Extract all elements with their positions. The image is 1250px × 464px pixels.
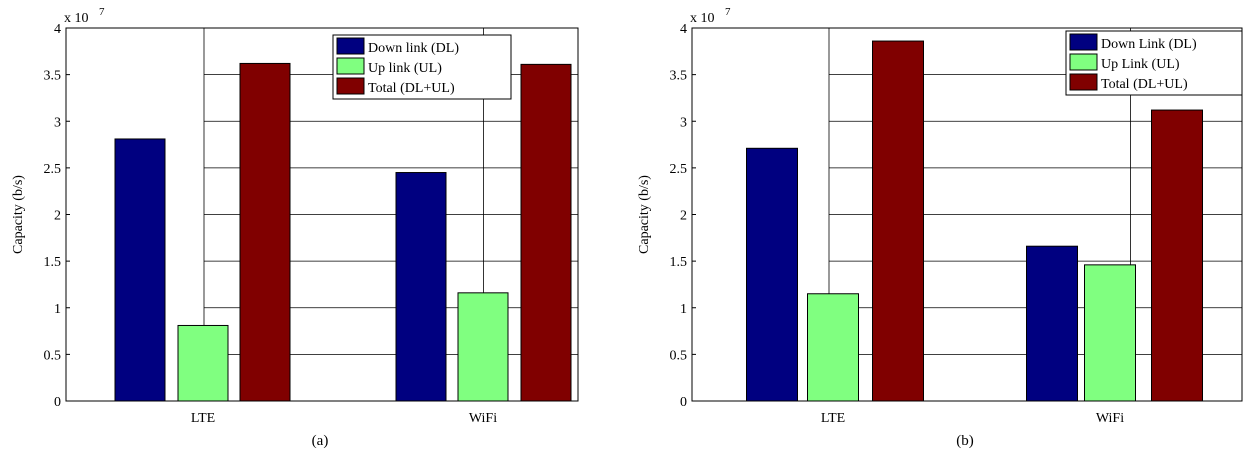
bar-wifi-0 <box>1026 245 1078 402</box>
legend-label: Total (DL+UL) <box>368 81 455 96</box>
y-tick-label: 2.5 <box>44 162 62 177</box>
subfigure-label: (a) <box>312 433 329 449</box>
y-tick-label: 3.5 <box>670 69 688 84</box>
bar-lte-2 <box>872 40 924 402</box>
bar-lte-1 <box>807 293 859 402</box>
bar-lte-1 <box>177 324 229 402</box>
legend-label: Down link (DL) <box>368 41 459 56</box>
legend-label: Up link (UL) <box>368 61 442 76</box>
legend-label: Total (DL+UL) <box>1101 77 1188 92</box>
y-tick-label: 2.5 <box>670 162 688 177</box>
axis-multiplier: x 10 <box>690 11 715 26</box>
legend-swatch <box>1069 53 1098 71</box>
bar-wifi-2 <box>520 63 572 402</box>
y-tick-label: 3 <box>680 115 687 130</box>
legend-swatch <box>1069 33 1098 51</box>
axis-multiplier-exponent: 7 <box>99 6 105 18</box>
y-tick-label: 0 <box>680 395 687 410</box>
y-tick-label: 2 <box>54 209 61 224</box>
y-tick-label: 1.5 <box>44 255 62 270</box>
y-tick-label: 4 <box>54 22 61 37</box>
bar-wifi-0 <box>395 172 447 402</box>
legend-swatch <box>336 57 365 75</box>
y-tick-label: 1 <box>54 302 61 317</box>
bar-wifi-1 <box>1084 264 1136 402</box>
bar-wifi-2 <box>1151 109 1203 402</box>
bar-lte-0 <box>114 138 166 402</box>
y-axis-label: Capacity (b/s) <box>637 175 652 254</box>
y-tick-label: 1 <box>680 302 687 317</box>
legend-swatch <box>336 37 365 55</box>
y-axis-label: Capacity (b/s) <box>11 175 26 254</box>
y-tick-label: 4 <box>680 22 687 37</box>
y-tick-label: 3.5 <box>44 69 62 84</box>
bar-lte-0 <box>746 147 798 402</box>
axis-multiplier: x 10 <box>64 11 89 26</box>
bar-lte-2 <box>239 62 291 402</box>
y-tick-label: 0 <box>54 395 61 410</box>
x-tick-label: LTE <box>821 411 845 426</box>
x-tick-label: WiFi <box>1096 411 1124 426</box>
y-tick-label: 2 <box>680 209 687 224</box>
subfigure-label: (b) <box>956 433 974 449</box>
legend-swatch <box>336 77 365 95</box>
legend-label: Up Link (UL) <box>1101 57 1180 72</box>
legend-label: Down Link (DL) <box>1101 37 1197 52</box>
x-tick-label: WiFi <box>469 411 497 426</box>
y-tick-label: 0.5 <box>670 348 688 363</box>
legend-swatch <box>1069 73 1098 91</box>
axis-multiplier-exponent: 7 <box>725 6 731 18</box>
y-tick-label: 0.5 <box>44 348 62 363</box>
chart-panel-a: 0 0.5 1 1.5 2 2.5 3 3.5 4 LTE WiFi x 10 7 Capacity (b… <box>11 6 579 449</box>
y-tick-label: 3 <box>54 115 61 130</box>
y-tick-label: 1.5 <box>670 255 688 270</box>
bar-wifi-1 <box>457 292 509 402</box>
chart-panel-b: 0 0.5 1 1.5 2 2.5 3 3.5 4 LTE WiFi x 10 7 Capacity (b… <box>637 6 1243 449</box>
x-tick-label: LTE <box>191 411 215 426</box>
